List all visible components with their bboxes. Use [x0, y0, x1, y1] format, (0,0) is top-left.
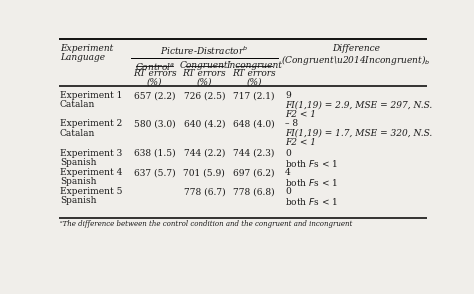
Text: Experiment 2: Experiment 2	[60, 119, 122, 128]
Text: 4: 4	[285, 168, 291, 177]
Text: Spanish: Spanish	[60, 177, 97, 186]
Text: (%): (%)	[197, 77, 212, 86]
Text: Spanish: Spanish	[60, 196, 97, 206]
Text: both $\it{F}$s < 1: both $\it{F}$s < 1	[285, 177, 338, 188]
Text: Experiment 4: Experiment 4	[60, 168, 122, 177]
Text: 648 (4.0): 648 (4.0)	[233, 119, 275, 128]
Text: 637 (5.7): 637 (5.7)	[134, 168, 175, 177]
Text: F2 < 1: F2 < 1	[285, 110, 316, 118]
Text: 638 (1.5): 638 (1.5)	[134, 149, 175, 158]
Text: Control$^a$: Control$^a$	[135, 61, 175, 72]
Text: both $\it{F}$s < 1: both $\it{F}$s < 1	[285, 158, 338, 169]
Text: 701 (5.9): 701 (5.9)	[183, 168, 225, 177]
Text: 697 (6.2): 697 (6.2)	[233, 168, 275, 177]
Text: both $\it{F}$s < 1: both $\it{F}$s < 1	[285, 196, 338, 208]
Text: Experiment: Experiment	[60, 44, 113, 53]
Text: Picture-Distractor$^b$: Picture-Distractor$^b$	[160, 44, 248, 57]
Text: 657 (2.2): 657 (2.2)	[134, 91, 175, 101]
Text: FI(1,19) = 1.7, MSE = 320, N.S.: FI(1,19) = 1.7, MSE = 320, N.S.	[285, 128, 432, 138]
Text: F2 < 1: F2 < 1	[285, 138, 316, 147]
Text: Experiment 1: Experiment 1	[60, 91, 122, 101]
Text: Catalan: Catalan	[60, 128, 95, 138]
Text: Congruent: Congruent	[180, 61, 228, 70]
Text: 9: 9	[285, 91, 291, 101]
Text: 0: 0	[285, 149, 291, 158]
Text: – 8: – 8	[285, 119, 298, 128]
Text: RT errors: RT errors	[232, 69, 276, 78]
Text: ᵃThe difference between the control condition and the congruent and incongruent: ᵃThe difference between the control cond…	[60, 220, 352, 228]
Text: 744 (2.2): 744 (2.2)	[183, 149, 225, 158]
Text: Incongruent: Incongruent	[226, 61, 282, 70]
Text: 640 (4.2): 640 (4.2)	[183, 119, 225, 128]
Text: RT errors: RT errors	[133, 69, 177, 78]
Text: Spanish: Spanish	[60, 158, 97, 167]
Text: 580 (3.0): 580 (3.0)	[134, 119, 175, 128]
Text: 778 (6.8): 778 (6.8)	[233, 187, 275, 196]
Text: Experiment 3: Experiment 3	[60, 149, 122, 158]
Text: Experiment 5: Experiment 5	[60, 187, 122, 196]
Text: 744 (2.3): 744 (2.3)	[233, 149, 274, 158]
Text: RT errors: RT errors	[182, 69, 226, 78]
Text: Catalan: Catalan	[60, 101, 95, 109]
Text: 0: 0	[285, 187, 291, 196]
Text: (%): (%)	[246, 77, 262, 86]
Text: (Congruent\u2014Incongruent)$_b$: (Congruent\u2014Incongruent)$_b$	[281, 54, 431, 67]
Text: Difference: Difference	[332, 44, 380, 53]
Text: Language: Language	[60, 54, 105, 62]
Text: 726 (2.5): 726 (2.5)	[183, 91, 225, 101]
Text: FI(1,19) = 2.9, MSE = 297, N.S.: FI(1,19) = 2.9, MSE = 297, N.S.	[285, 101, 432, 109]
Text: 778 (6.7): 778 (6.7)	[183, 187, 225, 196]
Text: (%): (%)	[147, 77, 163, 86]
Text: 717 (2.1): 717 (2.1)	[233, 91, 275, 101]
